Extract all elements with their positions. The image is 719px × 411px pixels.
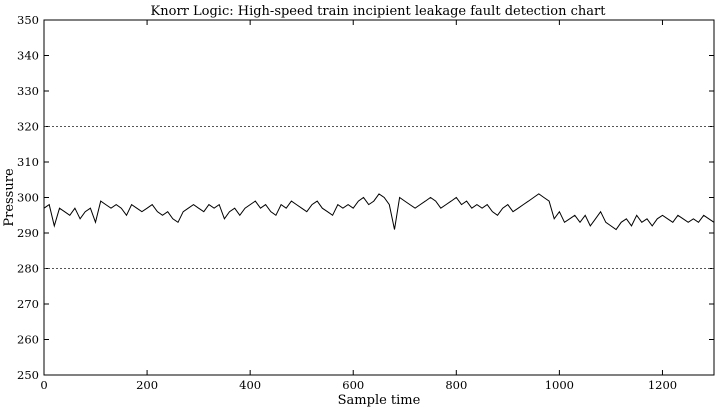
plot-frame: [44, 20, 714, 375]
x-axis-label: Sample time: [338, 393, 421, 408]
x-tick-label: 1200: [648, 378, 677, 392]
y-tick-label: 350: [17, 13, 39, 27]
y-tick-label: 250: [17, 368, 39, 382]
y-tick-label: 340: [17, 49, 39, 63]
x-tick-label: 200: [136, 378, 158, 392]
x-tick-label: 1000: [545, 378, 574, 392]
y-tick-label: 260: [17, 333, 39, 347]
y-tick-label: 330: [17, 84, 39, 98]
y-tick-label: 290: [17, 226, 39, 240]
x-tick-label: 600: [342, 378, 364, 392]
series-line-pressure: [44, 194, 714, 230]
y-tick-label: 320: [17, 120, 39, 134]
x-tick-label: 400: [239, 378, 261, 392]
y-tick-label: 300: [17, 191, 39, 205]
chart-title: Knorr Logic: High-speed train incipient …: [151, 4, 607, 19]
x-tick-label: 0: [40, 378, 47, 392]
y-tick-label: 280: [17, 262, 39, 276]
y-tick-label: 310: [17, 155, 39, 169]
x-tick-label: 800: [445, 378, 467, 392]
y-tick-label: 270: [17, 297, 39, 311]
y-axis-label: Pressure: [2, 168, 17, 227]
